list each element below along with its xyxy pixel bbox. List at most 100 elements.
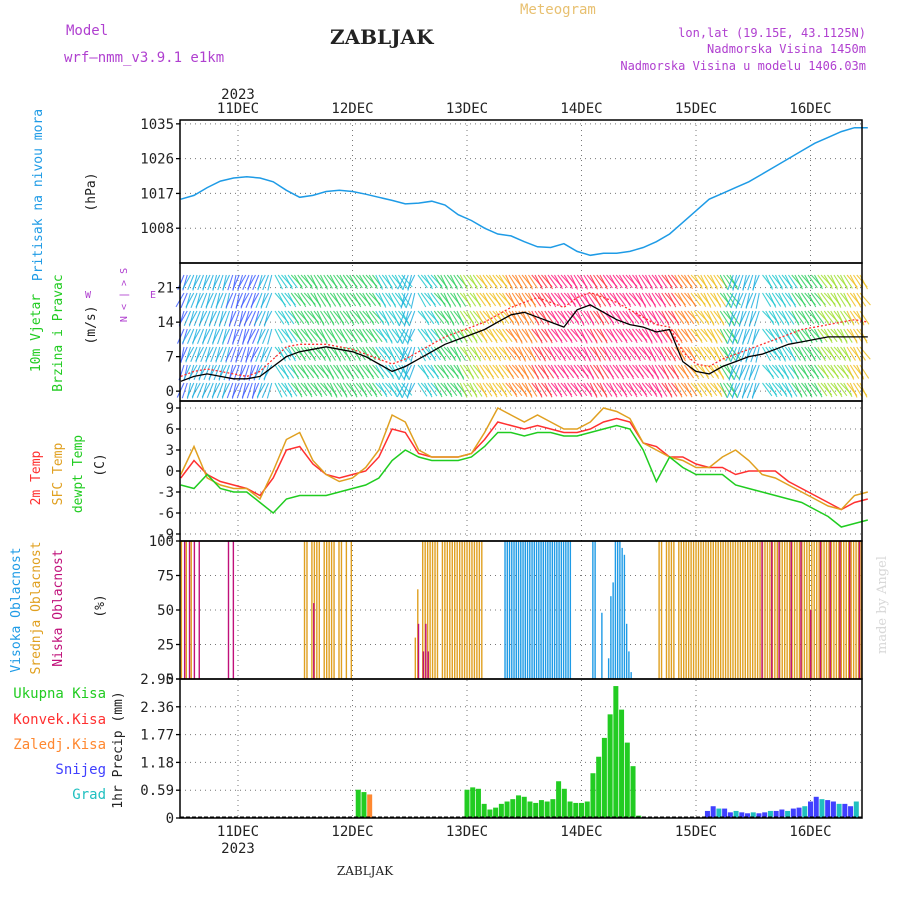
wind-barb: [768, 382, 778, 398]
wind-barb: [339, 328, 348, 344]
bar-clouds: [436, 541, 439, 679]
day-tick-top: 14DEC: [560, 101, 602, 117]
wind-barb: [615, 346, 626, 361]
wind-barb: [684, 382, 693, 398]
wind-barb: [294, 274, 303, 290]
wind-barb: [225, 346, 234, 362]
wind-barb: [342, 346, 352, 362]
bar-clouds: [338, 541, 340, 679]
wind-barb: [635, 364, 645, 380]
wind-barb: [700, 346, 711, 361]
wind-barb: [368, 382, 378, 398]
wind-barb: [281, 292, 292, 307]
wind-barb: [402, 328, 409, 345]
wind-barb: [208, 364, 217, 380]
wind-barb: [615, 292, 627, 307]
wind-barb: [250, 292, 260, 308]
wind-barb: [589, 310, 600, 325]
wind-barb: [716, 364, 725, 380]
wind-barb: [648, 328, 658, 343]
bar-clouds: [461, 541, 463, 679]
wind-barb: [823, 382, 833, 398]
wind-barb: [220, 346, 227, 363]
wind-barb: [290, 310, 300, 326]
bar-clouds: [553, 541, 556, 679]
bar-clouds: [766, 541, 769, 679]
wind-barb: [207, 274, 214, 291]
wind-barb: [667, 274, 678, 289]
wind-barb: [310, 364, 320, 380]
bar-clouds: [815, 541, 818, 679]
wind-barb: [368, 310, 380, 325]
precip-bar: [367, 794, 373, 818]
bar-clouds: [504, 541, 506, 679]
bar-clouds: [533, 541, 536, 679]
ylabel-wind-2: Brzina i Pravac: [51, 274, 66, 391]
header: Model wrf—nmm_v3.9.1 e1km ZABLJAK Meteog…: [64, 2, 890, 878]
wind-barb: [232, 274, 240, 290]
wind-barb: [684, 364, 695, 379]
wind-barb: [261, 328, 270, 345]
bar-clouds: [705, 541, 707, 679]
bar-clouds: [668, 541, 670, 679]
wind-barb: [521, 346, 531, 361]
wind-barb: [368, 328, 378, 344]
wind-barb: [401, 382, 409, 399]
wind-barb: [728, 310, 737, 326]
precip-bar: [464, 789, 470, 818]
precip-bar: [710, 806, 716, 818]
ytick-precipitation: 0: [166, 811, 174, 827]
wind-barb: [728, 364, 737, 380]
wind-barb: [188, 310, 198, 326]
bar-clouds: [517, 541, 520, 679]
wind-barb: [479, 382, 488, 398]
panel-pressure: [180, 126, 868, 257]
wind-barb: [215, 346, 224, 362]
wind-barb: [814, 364, 825, 379]
wind-barb: [303, 274, 313, 289]
wind-barb: [801, 346, 811, 361]
wind-barb: [654, 310, 665, 325]
wind-barb: [479, 364, 490, 379]
bar-clouds: [680, 541, 682, 679]
wind-barb: [833, 382, 843, 398]
wind-barb: [381, 382, 393, 397]
wind-barb: [398, 274, 408, 289]
wind-barb: [190, 292, 198, 309]
wind-barb: [658, 382, 668, 397]
precip-bar: [773, 810, 779, 818]
wind-barb: [661, 346, 671, 361]
axis-labels: 11DEC 11DEC 12DEC 12DEC 13DEC 13DEC 14DEC 14DEC…: [9, 101, 832, 840]
wind-barb: [667, 346, 677, 362]
wind-barb: [762, 346, 771, 362]
wind-barb: [727, 328, 734, 345]
wind-barb: [849, 274, 859, 290]
wind-barb: [427, 382, 438, 397]
wind-barb: [586, 364, 595, 380]
wind-barb: [632, 346, 641, 362]
wind-barb: [547, 292, 557, 308]
precip-bar: [556, 781, 562, 818]
wind-barb: [729, 328, 738, 344]
wind-barb: [346, 292, 357, 307]
wind-barb: [836, 292, 847, 307]
wind-barb: [658, 346, 667, 362]
precip-bar: [527, 801, 533, 818]
wind-barb: [459, 364, 470, 379]
meteogram-title: Meteogram: [520, 2, 596, 18]
wind-barb: [580, 274, 589, 290]
wind-barb: [677, 292, 687, 308]
wind-barb: [521, 292, 532, 307]
wind-barb: [368, 274, 378, 289]
model-label: Model: [66, 23, 108, 39]
wind-barb: [840, 364, 850, 379]
wind-barb: [248, 364, 257, 380]
wind-barb: [403, 310, 412, 326]
wind-barb: [580, 328, 588, 344]
wind-barb: [684, 310, 695, 325]
bar-clouds: [715, 541, 717, 679]
wind-barb: [378, 328, 388, 343]
wind-barb: [378, 382, 388, 398]
wind-barb: [628, 382, 638, 398]
wind-barb: [237, 328, 244, 345]
